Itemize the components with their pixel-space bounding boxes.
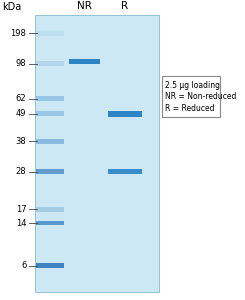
Bar <box>69 59 100 64</box>
Text: 28: 28 <box>16 167 26 176</box>
Text: 14: 14 <box>16 218 26 227</box>
Text: 2.5 μg loading: 2.5 μg loading <box>165 81 220 90</box>
Bar <box>35 16 159 292</box>
Text: NR: NR <box>77 1 92 10</box>
Bar <box>37 111 64 116</box>
Text: R: R <box>121 1 128 10</box>
Text: 49: 49 <box>16 109 26 118</box>
Bar <box>37 220 64 226</box>
Bar <box>162 76 220 117</box>
Text: NR = Non-reduced: NR = Non-reduced <box>165 92 236 101</box>
Text: 17: 17 <box>16 205 26 214</box>
Text: 198: 198 <box>11 29 26 38</box>
Bar <box>108 111 142 117</box>
Text: R = Reduced: R = Reduced <box>165 104 214 113</box>
Bar <box>37 169 64 174</box>
Text: 6: 6 <box>21 261 26 270</box>
Text: 38: 38 <box>16 137 26 146</box>
Bar <box>37 61 64 66</box>
Bar <box>37 96 64 101</box>
Bar <box>37 139 64 144</box>
Bar <box>108 169 142 174</box>
Text: kDa: kDa <box>2 2 21 12</box>
Bar <box>37 207 64 212</box>
Bar <box>37 31 64 36</box>
Text: 98: 98 <box>16 59 26 68</box>
Text: 62: 62 <box>16 94 26 103</box>
Bar <box>37 263 64 268</box>
